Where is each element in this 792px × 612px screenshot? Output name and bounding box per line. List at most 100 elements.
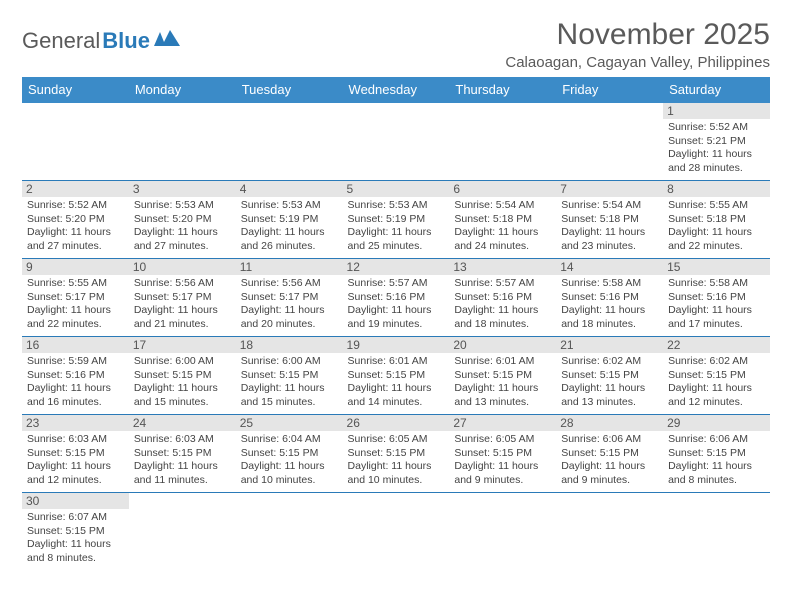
day-number: 5 (343, 181, 450, 197)
calendar-day: 3 Sunrise: 5:53 AMSunset: 5:20 PMDaylight… (129, 181, 236, 259)
day-info: Sunrise: 5:52 AMSunset: 5:21 PMDaylight:… (668, 121, 765, 176)
calendar-day: 23 Sunrise: 6:03 AMSunset: 5:15 PMDayligh… (22, 415, 129, 493)
day-info: Sunrise: 5:52 AMSunset: 5:20 PMDaylight:… (27, 199, 124, 254)
day-info: Sunrise: 6:01 AMSunset: 5:15 PMDaylight:… (454, 355, 551, 410)
day-info: Sunrise: 6:05 AMSunset: 5:15 PMDaylight:… (454, 433, 551, 488)
calendar-empty (663, 493, 770, 571)
day-number: 12 (343, 259, 450, 275)
calendar-day: 1Sunrise: 5:52 AMSunset: 5:21 PMDaylight… (663, 103, 770, 181)
calendar-day: 27 Sunrise: 6:05 AMSunset: 5:15 PMDayligh… (449, 415, 556, 493)
day-header: Thursday (449, 77, 556, 103)
day-number: 8 (663, 181, 770, 197)
day-header: Wednesday (343, 77, 450, 103)
day-number: 19 (343, 337, 450, 353)
calendar-day: 6 Sunrise: 5:54 AMSunset: 5:18 PMDaylight… (449, 181, 556, 259)
day-number: 2 (22, 181, 129, 197)
day-info: Sunrise: 5:56 AMSunset: 5:17 PMDaylight:… (134, 277, 231, 332)
day-number: 14 (556, 259, 663, 275)
calendar-empty (22, 103, 129, 181)
calendar-empty (236, 103, 343, 181)
day-info: Sunrise: 6:04 AMSunset: 5:15 PMDaylight:… (241, 433, 338, 488)
day-info: Sunrise: 5:55 AMSunset: 5:17 PMDaylight:… (27, 277, 124, 332)
logo: GeneralBlue (22, 18, 180, 54)
day-number: 13 (449, 259, 556, 275)
calendar-empty (236, 493, 343, 571)
calendar-week: 9Sunrise: 5:55 AMSunset: 5:17 PMDaylight… (22, 259, 770, 337)
day-info: Sunrise: 5:59 AMSunset: 5:16 PMDaylight:… (27, 355, 124, 410)
day-number: 29 (663, 415, 770, 431)
calendar-empty (129, 493, 236, 571)
calendar-empty (343, 103, 450, 181)
day-info: Sunrise: 5:54 AMSunset: 5:18 PMDaylight:… (454, 199, 551, 254)
day-info: Sunrise: 5:54 AMSunset: 5:18 PMDaylight:… (561, 199, 658, 254)
calendar-day: 25Sunrise: 6:04 AMSunset: 5:15 PMDayligh… (236, 415, 343, 493)
location: Calaoagan, Cagayan Valley, Philippines (505, 54, 770, 71)
day-number: 17 (129, 337, 236, 353)
day-info: Sunrise: 6:02 AMSunset: 5:15 PMDaylight:… (561, 355, 658, 410)
calendar-table: SundayMondayTuesdayWednesdayThursdayFrid… (22, 77, 770, 571)
day-number: 21 (556, 337, 663, 353)
calendar-day: 2 Sunrise: 5:52 AMSunset: 5:20 PMDaylight… (22, 181, 129, 259)
day-number: 6 (449, 181, 556, 197)
days-of-week-row: SundayMondayTuesdayWednesdayThursdayFrid… (22, 77, 770, 103)
month-title: November 2025 (505, 18, 770, 52)
calendar-week: 2 Sunrise: 5:52 AMSunset: 5:20 PMDaylight… (22, 181, 770, 259)
calendar-week: 16Sunrise: 5:59 AMSunset: 5:16 PMDayligh… (22, 337, 770, 415)
day-info: Sunrise: 5:57 AMSunset: 5:16 PMDaylight:… (348, 277, 445, 332)
calendar-day: 12 Sunrise: 5:57 AMSunset: 5:16 PMDayligh… (343, 259, 450, 337)
calendar-day: 28 Sunrise: 6:06 AMSunset: 5:15 PMDayligh… (556, 415, 663, 493)
day-info: Sunrise: 5:55 AMSunset: 5:18 PMDaylight:… (668, 199, 765, 254)
day-header: Tuesday (236, 77, 343, 103)
day-info: Sunrise: 6:06 AMSunset: 5:15 PMDaylight:… (561, 433, 658, 488)
day-number: 24 (129, 415, 236, 431)
day-header: Sunday (22, 77, 129, 103)
calendar-day: 13 Sunrise: 5:57 AMSunset: 5:16 PMDayligh… (449, 259, 556, 337)
day-info: Sunrise: 5:56 AMSunset: 5:17 PMDaylight:… (241, 277, 338, 332)
calendar-week: 1Sunrise: 5:52 AMSunset: 5:21 PMDaylight… (22, 103, 770, 181)
day-number: 26 (343, 415, 450, 431)
day-info: Sunrise: 6:07 AMSunset: 5:15 PMDaylight:… (27, 511, 124, 566)
day-number: 27 (449, 415, 556, 431)
day-number: 3 (129, 181, 236, 197)
day-info: Sunrise: 6:05 AMSunset: 5:15 PMDaylight:… (348, 433, 445, 488)
day-number: 30 (22, 493, 129, 509)
day-info: Sunrise: 6:01 AMSunset: 5:15 PMDaylight:… (348, 355, 445, 410)
day-info: Sunrise: 6:00 AMSunset: 5:15 PMDaylight:… (134, 355, 231, 410)
day-number: 15 (663, 259, 770, 275)
day-number: 20 (449, 337, 556, 353)
calendar-day: 20 Sunrise: 6:01 AMSunset: 5:15 PMDayligh… (449, 337, 556, 415)
calendar-day: 4Sunrise: 5:53 AMSunset: 5:19 PMDaylight… (236, 181, 343, 259)
day-info: Sunrise: 5:57 AMSunset: 5:16 PMDaylight:… (454, 277, 551, 332)
calendar-day: 9Sunrise: 5:55 AMSunset: 5:17 PMDaylight… (22, 259, 129, 337)
day-info: Sunrise: 5:53 AMSunset: 5:20 PMDaylight:… (134, 199, 231, 254)
day-header: Monday (129, 77, 236, 103)
day-number: 7 (556, 181, 663, 197)
calendar-body: 1Sunrise: 5:52 AMSunset: 5:21 PMDaylight… (22, 103, 770, 571)
day-info: Sunrise: 5:58 AMSunset: 5:16 PMDaylight:… (561, 277, 658, 332)
calendar-empty (129, 103, 236, 181)
calendar-empty (449, 493, 556, 571)
day-info: Sunrise: 6:00 AMSunset: 5:15 PMDaylight:… (241, 355, 338, 410)
day-info: Sunrise: 6:06 AMSunset: 5:15 PMDaylight:… (668, 433, 765, 488)
day-number: 22 (663, 337, 770, 353)
day-number: 23 (22, 415, 129, 431)
day-number: 10 (129, 259, 236, 275)
calendar-day: 17 Sunrise: 6:00 AMSunset: 5:15 PMDayligh… (129, 337, 236, 415)
calendar-day: 29 Sunrise: 6:06 AMSunset: 5:15 PMDayligh… (663, 415, 770, 493)
calendar-day: 24Sunrise: 6:03 AMSunset: 5:15 PMDayligh… (129, 415, 236, 493)
day-number: 18 (236, 337, 343, 353)
calendar-day: 22 Sunrise: 6:02 AMSunset: 5:15 PMDayligh… (663, 337, 770, 415)
calendar-week: 30 Sunrise: 6:07 AMSunset: 5:15 PMDayligh… (22, 493, 770, 571)
flag-icon (154, 28, 180, 54)
logo-text-a: General (22, 28, 100, 54)
day-number: 28 (556, 415, 663, 431)
day-header: Saturday (663, 77, 770, 103)
day-info: Sunrise: 6:03 AMSunset: 5:15 PMDaylight:… (27, 433, 124, 488)
calendar-week: 23 Sunrise: 6:03 AMSunset: 5:15 PMDayligh… (22, 415, 770, 493)
day-info: Sunrise: 6:02 AMSunset: 5:15 PMDaylight:… (668, 355, 765, 410)
calendar-day: 8 Sunrise: 5:55 AMSunset: 5:18 PMDaylight… (663, 181, 770, 259)
logo-text-b: Blue (102, 28, 150, 54)
calendar-day: 5Sunrise: 5:53 AMSunset: 5:19 PMDaylight… (343, 181, 450, 259)
calendar-day: 15Sunrise: 5:58 AMSunset: 5:16 PMDayligh… (663, 259, 770, 337)
calendar-empty (556, 493, 663, 571)
